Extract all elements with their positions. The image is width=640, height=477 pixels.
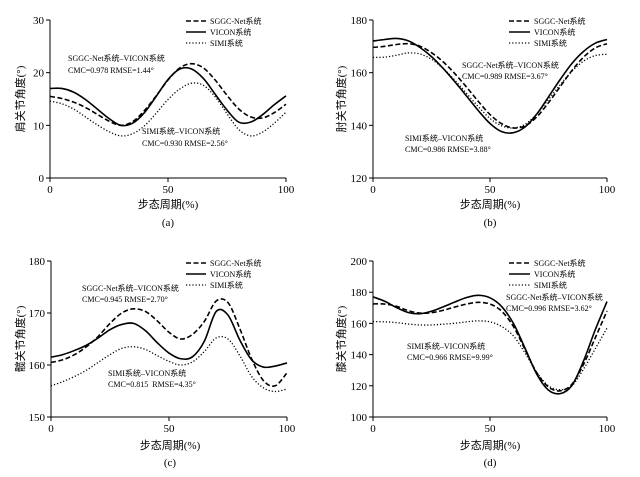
panel-label: (c) (164, 457, 177, 469)
y-axis-label: 肘关节角度(°) (334, 65, 348, 132)
y-tick-label: 150 (29, 412, 46, 424)
y-tick-label: 140 (351, 120, 368, 132)
simi-series-line (372, 320, 608, 391)
legend: SGGC-Net系统 VICON系统 SIMI系统 (186, 16, 262, 48)
annotation-sggc-vicon-title: SGGC-Net系统–VICON系统 (68, 53, 165, 63)
shoulder-angle-chart: 0 50 100 0 10 20 30 肩关节角度(°) 步态周期(%) (a) SGGC-… (13, 15, 295, 229)
vicon-series-line (372, 294, 608, 395)
plot-area: 0 50 100 120 140 160 180 (351, 15, 616, 196)
annotation-sggc-vicon-title: SGGC-Net系统–VICON系统 (462, 60, 559, 70)
legend: SGGC-Net系统 VICON系统 SIMI系统 (509, 16, 586, 48)
panel-label: (a) (162, 217, 175, 229)
simi-series-line (49, 82, 287, 137)
annotation-simi-vicon-stats: CMC=0.815 RMSE=4.35° (108, 380, 196, 389)
legend-label-simi: SIMI系统 (534, 38, 567, 48)
annotation-sggc-vicon-stats: CMC=0.945 RMSE=2.70° (82, 295, 168, 304)
legend: SGGC-Net系统 VICON系统 SIMI系统 (509, 258, 586, 290)
y-tick-label: 160 (29, 360, 46, 372)
knee-angle-chart: 0 50 100 100 120 140 160 180 200 膝关节角度(°) 步态周期(%… (334, 256, 616, 469)
legend-label-sggc-net: SGGC-Net系统 (210, 16, 262, 26)
x-tick-label: 0 (47, 184, 53, 196)
y-tick-label: 20 (33, 68, 45, 80)
y-tick-label: 120 (351, 381, 368, 393)
vicon-series-line (49, 66, 287, 127)
y-tick-label: 180 (29, 256, 46, 268)
annotation-simi-vicon-title: SIMI系统–VICON系统 (142, 126, 220, 136)
x-tick-label: 50 (163, 184, 175, 196)
y-tick-label: 30 (33, 15, 45, 27)
annotation-simi-vicon-stats: CMC=0.930 RMSE=2.56° (142, 139, 228, 148)
y-tick-label: 180 (351, 287, 368, 299)
y-tick-label: 140 (351, 350, 368, 362)
simi-series-line (372, 52, 608, 129)
x-axis-label: 步态周期(%) (460, 198, 521, 211)
annotation-simi-vicon-title: SIMI系统–VICON系统 (108, 368, 186, 378)
y-axis-label: 膝关节角度(°) (334, 305, 348, 372)
annotation-simi-vicon-title: SIMI系统–VICON系统 (407, 341, 485, 351)
legend-label-vicon: VICON系统 (210, 27, 251, 37)
sggc-net-series-line (50, 298, 288, 387)
y-tick-label: 160 (351, 68, 368, 80)
annotation-sggc-vicon-stats: CMC=0.978 RMSE=1.44° (68, 66, 154, 75)
x-tick-label: 100 (599, 423, 616, 435)
vicon-series-line (50, 308, 288, 369)
x-tick-label: 50 (485, 184, 497, 196)
x-tick-label: 0 (48, 423, 54, 435)
legend-label-simi: SIMI系统 (210, 280, 243, 290)
x-tick-label: 50 (485, 423, 497, 435)
x-tick-label: 100 (278, 184, 295, 196)
x-tick-label: 100 (599, 184, 616, 196)
y-tick-label: 200 (351, 256, 368, 268)
annotation-sggc-vicon-stats: CMC=0.996 RMSE=3.62° (506, 304, 592, 313)
annotation-simi-vicon-stats: CMC=0.966 RMSE=9.99° (407, 353, 493, 362)
legend-label-sggc-net: SGGC-Net系统 (534, 16, 586, 26)
y-tick-label: 170 (29, 308, 46, 320)
panel-label: (b) (484, 217, 497, 229)
legend-label-sggc-net: SGGC-Net系统 (534, 258, 586, 268)
legend-label-simi: SIMI系统 (210, 38, 243, 48)
x-axis-label: 步态周期(%) (460, 439, 521, 452)
panel-label: (d) (484, 457, 497, 469)
annotation-simi-vicon-title: SIMI系统–VICON系统 (405, 133, 483, 143)
x-axis-label: 步态周期(%) (140, 439, 201, 452)
y-tick-label: 0 (39, 173, 45, 185)
legend: SGGC-Net系统 VICON系统 SIMI系统 (186, 258, 262, 290)
x-tick-label: 0 (370, 423, 376, 435)
y-tick-label: 120 (351, 173, 368, 185)
y-tick-label: 10 (33, 120, 45, 132)
sggc-net-series-line (372, 42, 608, 129)
annotation-sggc-vicon-title: SGGC-Net系统–VICON系统 (82, 283, 179, 293)
legend-label-vicon: VICON系统 (534, 269, 575, 279)
annotation-sggc-vicon-stats: CMC=0.989 RMSE=3.67° (462, 72, 548, 81)
y-tick-label: 180 (351, 15, 368, 27)
x-tick-label: 100 (279, 423, 296, 435)
y-axis-label: 髋关节角度(°) (13, 305, 27, 372)
plot-area: 0 50 100 150 160 170 180 (29, 256, 296, 435)
legend-label-vicon: VICON系统 (534, 27, 575, 37)
x-tick-label: 50 (164, 423, 176, 435)
legend-label-sggc-net: SGGC-Net系统 (210, 258, 262, 268)
legend-label-vicon: VICON系统 (210, 269, 251, 279)
annotation-simi-vicon-stats: CMC=0.986 RMSE=3.88° (405, 145, 491, 154)
annotation-sggc-vicon-title: SGGC-Net系统–VICON系统 (506, 292, 603, 302)
y-tick-label: 100 (351, 412, 368, 424)
vicon-series-line (372, 37, 608, 134)
x-tick-label: 0 (370, 184, 376, 196)
y-axis-label: 肩关节角度(°) (13, 65, 27, 132)
y-tick-label: 160 (351, 318, 368, 330)
plot-area: 0 50 100 0 10 20 30 (33, 15, 295, 196)
legend-label-simi: SIMI系统 (534, 280, 567, 290)
plot-area: 0 50 100 100 120 140 160 180 200 (351, 256, 616, 435)
x-axis-label: 步态周期(%) (138, 198, 199, 211)
